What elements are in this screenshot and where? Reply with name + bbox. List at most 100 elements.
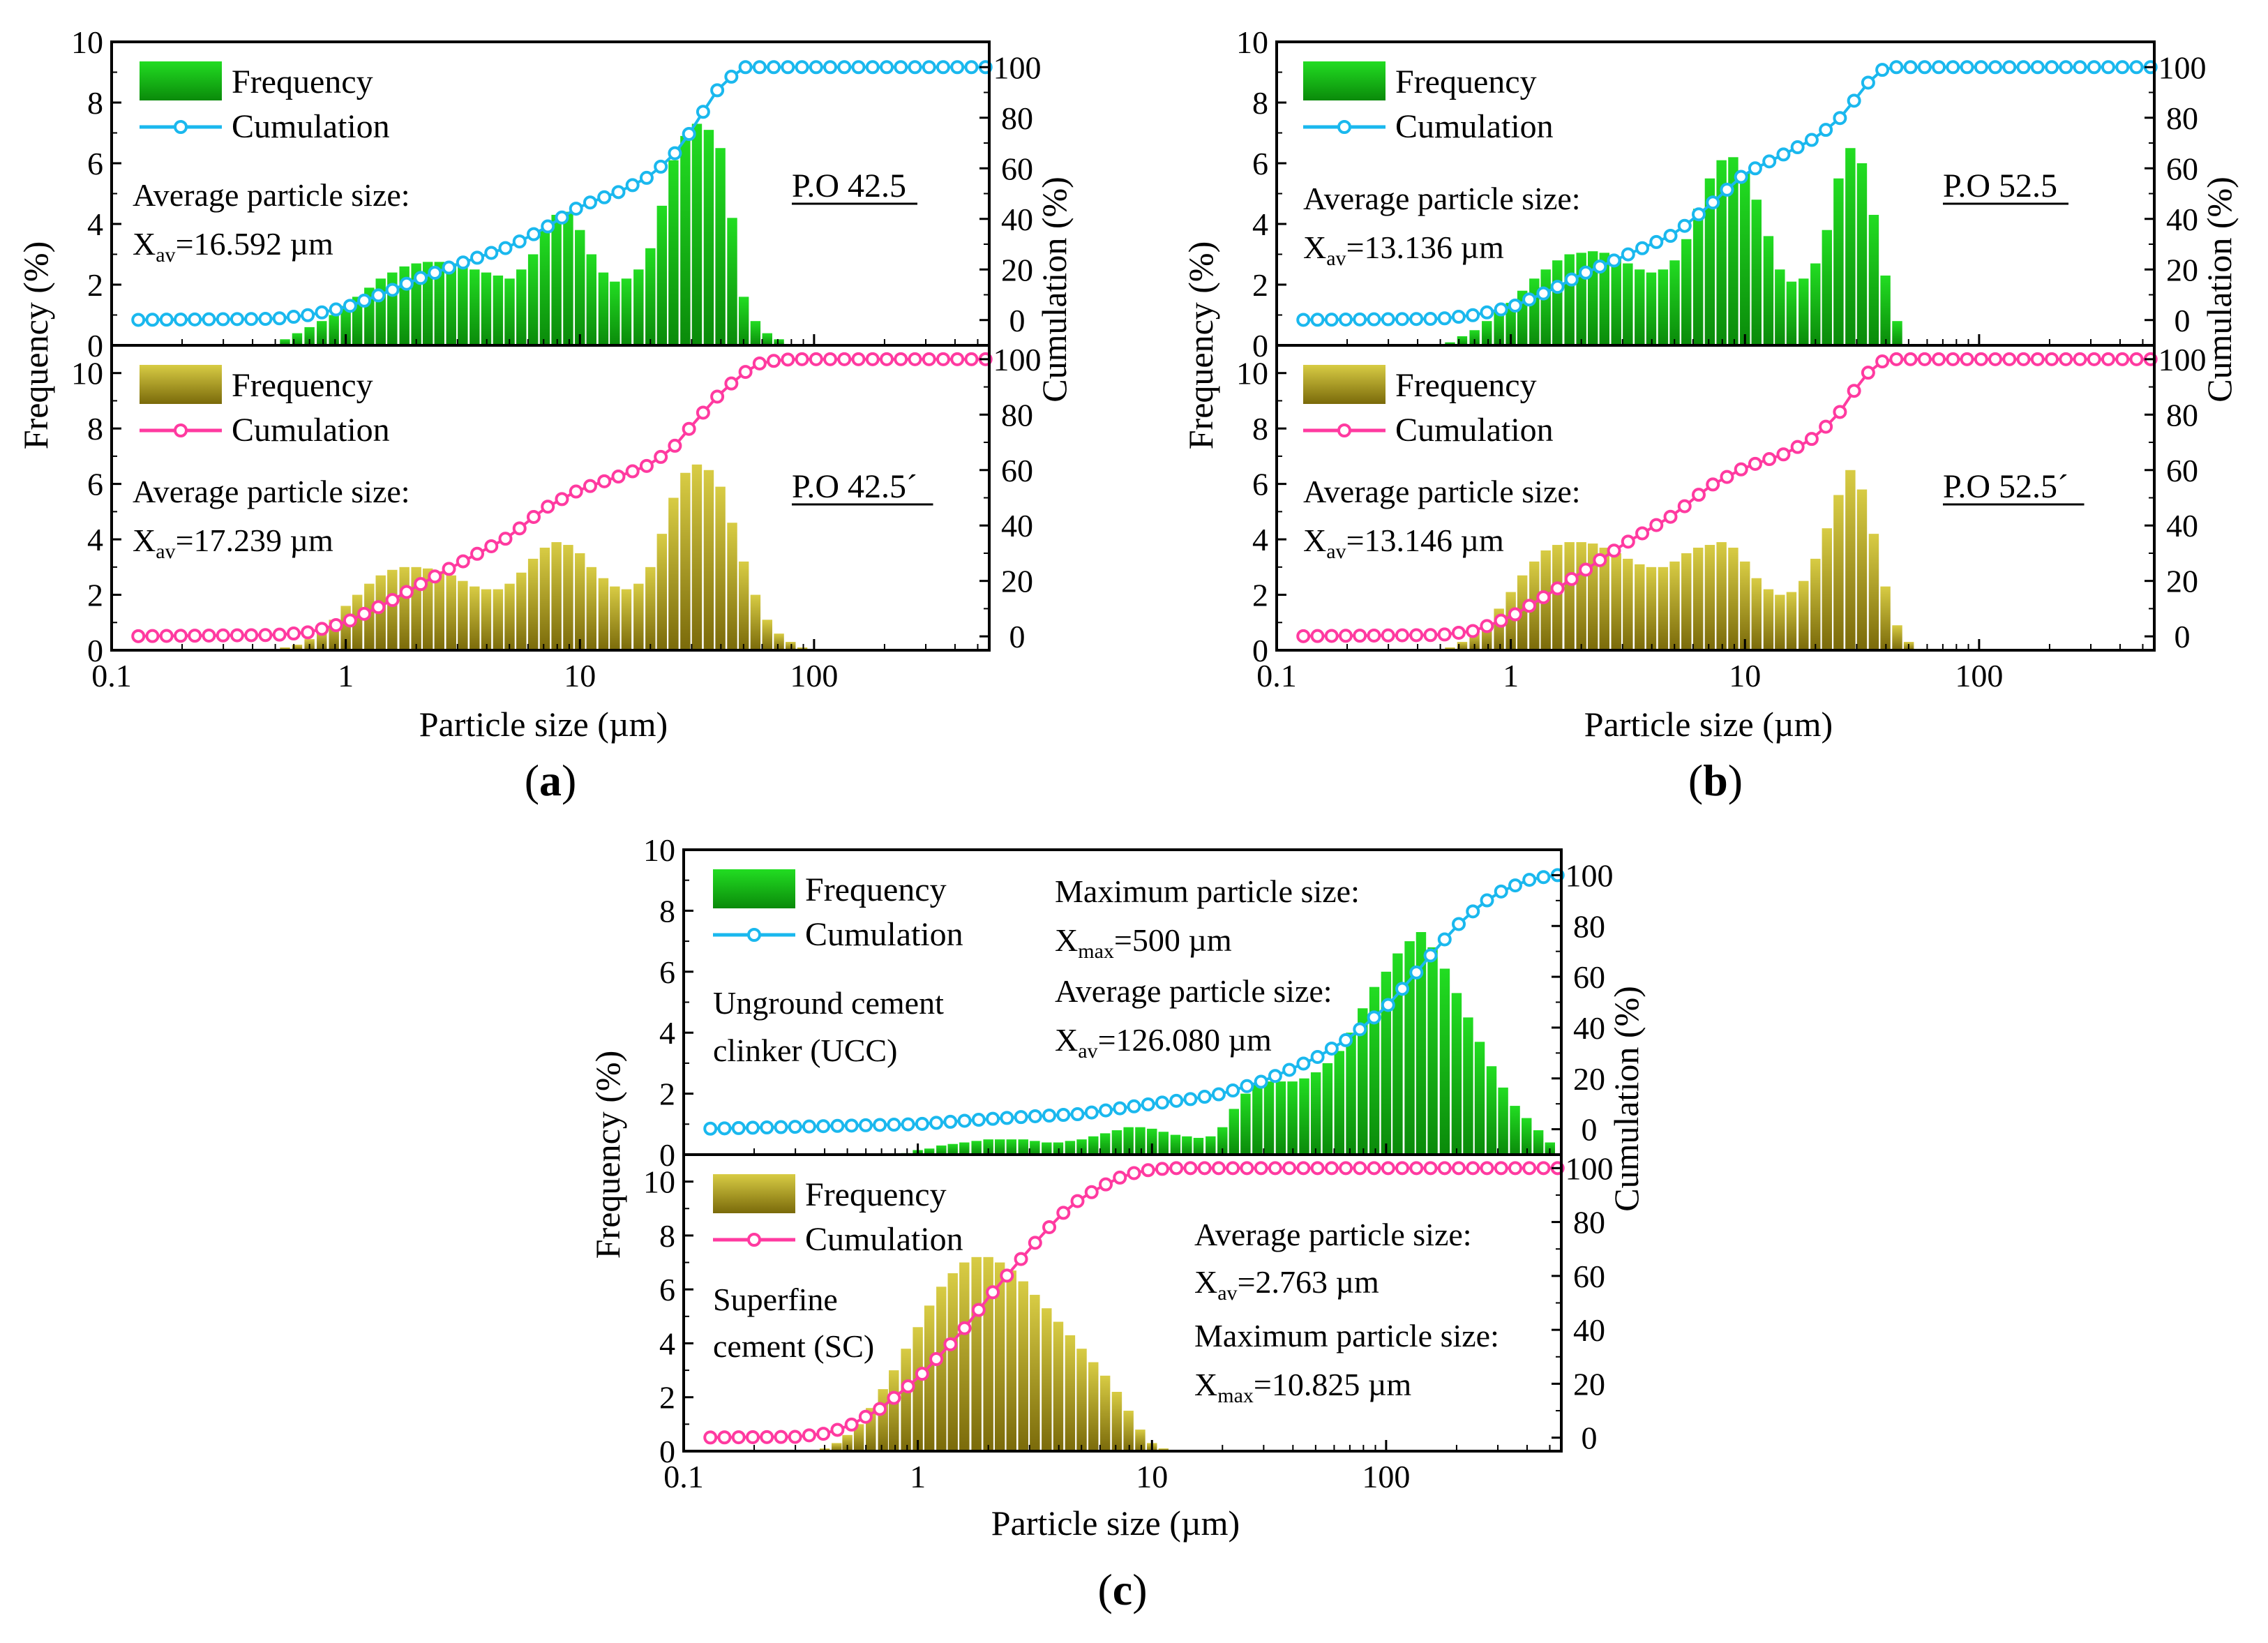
- legend-cumulation-marker: [1337, 423, 1351, 437]
- right-tick-label: 60: [2166, 151, 2198, 186]
- frequency-bar: [1111, 1130, 1122, 1155]
- left-tick-label: 2: [1252, 267, 1268, 303]
- cumulation-point: [442, 260, 456, 275]
- cumulation-point: [1014, 1110, 1028, 1125]
- annotation-value: Xav=126.080 µm: [1055, 1022, 1272, 1063]
- cumulation-point: [2059, 60, 2073, 75]
- cumulation-point: [1000, 1268, 1014, 1283]
- legend: Frequency Cumulation: [140, 365, 390, 449]
- left-tick-label: 8: [87, 411, 103, 447]
- legend: Frequency Cumulation: [713, 869, 963, 953]
- cumulation-point: [922, 60, 936, 75]
- frequency-bar: [1692, 209, 1704, 345]
- right-tick-label: 60: [1001, 151, 1033, 186]
- cumulation-point: [887, 1118, 901, 1132]
- frequency-bar: [280, 339, 290, 345]
- cumulation-point: [541, 219, 555, 234]
- annotations: Average particle size: Xav=16.592 µm P.O 4…: [133, 167, 917, 267]
- frequency-bar: [1018, 1139, 1028, 1155]
- annotation-value: Xmax=10.825 µm: [1194, 1367, 1411, 1407]
- frequency-bar: [1576, 542, 1586, 650]
- cumulation-point: [767, 60, 781, 75]
- cumulation-point: [943, 1337, 958, 1351]
- left-tick-label: 10: [71, 24, 103, 60]
- cumulation-point: [216, 628, 230, 643]
- cumulation-point: [1649, 518, 1664, 532]
- cumulation-point: [583, 479, 597, 493]
- cumulation-point: [1804, 133, 1819, 147]
- cumulation-point: [1946, 352, 1960, 366]
- cumulation-point: [1974, 352, 1988, 366]
- cumulation-point: [858, 1118, 873, 1132]
- frequency-bar: [1445, 342, 1455, 345]
- right-tick-label: 40: [1001, 508, 1033, 543]
- cumulation-point: [131, 629, 146, 643]
- cumulation-point: [1466, 624, 1480, 638]
- legend: Frequency Cumulation: [713, 1174, 963, 1258]
- left-tick-label: 0: [659, 1434, 675, 1469]
- frequency-bar: [1517, 575, 1528, 650]
- cumulation-point: [1452, 917, 1466, 931]
- cumulation-point: [2073, 60, 2087, 75]
- frequency-bar: [913, 1327, 923, 1451]
- right-tick-label: 40: [2166, 202, 2198, 237]
- frequency-bar: [1540, 269, 1551, 345]
- frequency-bar: [1786, 281, 1797, 345]
- cumulation-point: [2129, 60, 2144, 75]
- cumulation-point: [315, 305, 329, 320]
- cumulation-point: [428, 569, 442, 584]
- cumulation-point: [1452, 1161, 1466, 1176]
- frequency-bar: [527, 558, 539, 650]
- cumulation-point: [816, 1119, 831, 1134]
- cumulation-point: [1367, 628, 1381, 643]
- cumulation-point: [258, 628, 273, 643]
- frequency-bar: [1135, 1127, 1146, 1155]
- frequency-bar: [1006, 1270, 1016, 1451]
- annotation-value: Xmax=500 µm: [1055, 922, 1232, 963]
- frequency-bar: [1716, 542, 1727, 650]
- annotations: Average particle size: Xav=13.146 µm P.O 5…: [1303, 468, 2085, 563]
- cumulation-point: [2016, 352, 2031, 366]
- frequency-bar: [1552, 545, 1563, 650]
- frequency-bar: [1457, 336, 1468, 345]
- cumulation-point: [1028, 1236, 1042, 1250]
- cumulation-point: [1000, 1111, 1014, 1125]
- frequency-bar: [1623, 263, 1633, 345]
- cumulation-point: [1098, 1103, 1113, 1118]
- annotation-text: Maximum particle size:: [1194, 1318, 1499, 1353]
- right-y-axis: 0 20 40 60 80 100: [2145, 342, 2207, 654]
- frequency-bar: [1042, 1142, 1052, 1155]
- panel-label: (b): [1688, 756, 1743, 805]
- left-tick-label: 6: [87, 146, 103, 181]
- left-tick-label: 6: [1252, 146, 1268, 181]
- left-tick-label: 8: [659, 1218, 675, 1254]
- frequency-bar: [1030, 1294, 1040, 1451]
- frequency-bar: [493, 589, 504, 650]
- sample-label: clinker (UCC): [713, 1033, 897, 1068]
- legend-cumulation-marker: [174, 120, 188, 134]
- frequency-bar: [598, 578, 609, 650]
- frequency-bar: [971, 1141, 982, 1155]
- annotation-text: Average particle size:: [1055, 973, 1332, 1009]
- cumulation-point: [654, 449, 668, 464]
- cumulation-point: [1226, 1161, 1240, 1176]
- legend-cumulation-marker: [747, 1233, 761, 1247]
- cumulation-point: [682, 126, 696, 141]
- frequency-bar: [1415, 931, 1427, 1155]
- frequency-bar: [1856, 163, 1868, 345]
- frequency-bar: [786, 642, 796, 650]
- cumulation-point: [1889, 60, 1904, 75]
- cumulation-point: [583, 195, 597, 210]
- cumulation-point: [173, 312, 188, 327]
- cumulation-point: [2030, 352, 2045, 366]
- cumulation-point: [1734, 462, 1748, 477]
- right-y-axis: 0 20 40 60 80 100: [979, 50, 1042, 338]
- frequency-bar: [762, 333, 772, 345]
- cumulation-point: [873, 1118, 887, 1132]
- frequency-bar: [994, 1262, 1005, 1451]
- cumulation-point: [258, 312, 273, 327]
- frequency-bar: [983, 1139, 993, 1155]
- left-y-axis: 0 2 4 6 8 10: [1236, 356, 1286, 668]
- left-tick-label: 8: [1252, 411, 1268, 447]
- frequency-bar: [387, 569, 398, 650]
